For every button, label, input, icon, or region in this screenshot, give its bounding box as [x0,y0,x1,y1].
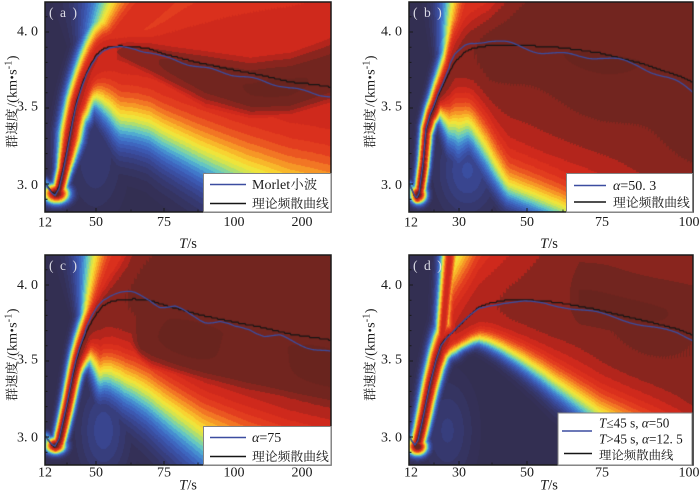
svg-text:3. 0: 3. 0 [381,178,402,193]
svg-text:100: 100 [679,215,700,230]
svg-text:12: 12 [38,466,52,481]
svg-text:50: 50 [89,215,103,230]
svg-text:T/s: T/s [179,236,197,252]
svg-text:T/s: T/s [179,478,197,494]
svg-text:4. 0: 4. 0 [381,278,402,293]
svg-text:α=75: α=75 [252,431,281,446]
svg-text:75: 75 [157,215,171,230]
svg-text:12: 12 [404,466,418,481]
svg-text:30: 30 [452,215,466,230]
svg-text:75: 75 [595,215,609,230]
svg-text:/(km•s-1): /(km•s-1) [362,308,379,360]
svg-text:100: 100 [224,215,245,230]
svg-text:(c): (c) [49,258,77,273]
svg-text:3. 5: 3. 5 [17,100,38,115]
svg-text:(b): (b) [413,5,442,20]
svg-text:T>45 s, α=12. 5: T>45 s, α=12. 5 [599,432,683,447]
svg-text:50: 50 [520,466,534,481]
svg-text:3. 5: 3. 5 [381,100,402,115]
svg-text:30: 30 [452,466,466,481]
svg-text:3. 0: 3. 0 [17,178,38,193]
svg-text:75: 75 [595,466,609,481]
svg-text:12: 12 [38,216,52,231]
svg-text:T≤45 s, α=50: T≤45 s, α=50 [599,416,670,431]
svg-text:100: 100 [679,466,700,481]
svg-text:3. 5: 3. 5 [17,353,38,368]
svg-text:3. 5: 3. 5 [381,353,402,368]
svg-text:4. 0: 4. 0 [381,25,402,40]
svg-text:12: 12 [404,216,418,231]
svg-text:/(km•s-1): /(km•s-1) [4,55,21,107]
svg-text:(a): (a) [49,5,77,20]
svg-text:50: 50 [520,215,534,230]
svg-text:α=50. 3: α=50. 3 [613,179,656,194]
svg-text:100: 100 [224,466,245,481]
svg-text:75: 75 [157,466,171,481]
svg-text:3. 0: 3. 0 [17,431,38,446]
svg-text:T/s: T/s [540,478,558,494]
svg-text:3. 0: 3. 0 [381,431,402,446]
svg-text:/(km•s-1): /(km•s-1) [4,308,21,360]
svg-text:/(km•s-1): /(km•s-1) [362,55,379,107]
svg-text:T/s: T/s [540,236,558,252]
svg-text:200: 200 [292,466,313,481]
svg-text:(d): (d) [413,258,442,273]
svg-text:4. 0: 4. 0 [17,25,38,40]
svg-text:200: 200 [292,215,313,230]
svg-text:50: 50 [89,466,103,481]
svg-text:4. 0: 4. 0 [17,278,38,293]
svg-text:Morlet: Morlet [252,178,290,193]
